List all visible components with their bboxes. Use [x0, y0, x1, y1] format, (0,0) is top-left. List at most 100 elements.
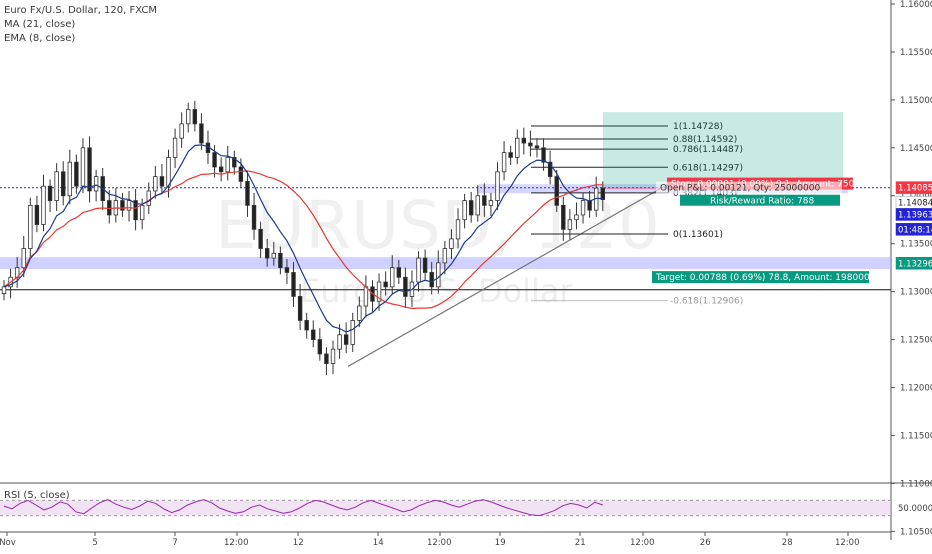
candle-body [482, 195, 487, 206]
watermark-ticker: EURUSD, 120 [215, 187, 660, 264]
rsi-axis-label: 50.0000 [898, 504, 932, 514]
legend-symbol[interactable]: Euro Fx/U.S. Dollar, 120, FXCM [4, 5, 157, 16]
candle-body [429, 272, 434, 288]
price-axis-label: 1.12000 [900, 384, 932, 394]
price-tag-bg [895, 257, 932, 270]
candle-body [475, 195, 480, 216]
candle-body [403, 276, 408, 297]
candle-body [297, 296, 303, 321]
price-axis-label: 1.15000 [900, 96, 932, 106]
price-tag-bg [895, 208, 932, 221]
candle-body [580, 200, 586, 216]
candle-body [488, 200, 494, 206]
target-zone [603, 112, 843, 188]
candle-body [422, 257, 428, 273]
candle-body [554, 176, 559, 206]
candle-body [80, 147, 86, 187]
candle-body [126, 200, 132, 211]
fib-level-label: 0.786(1.14487) [673, 145, 743, 155]
candle-body [54, 171, 59, 201]
candle-body [436, 262, 441, 288]
price-tag: 01:48:14 [898, 225, 932, 235]
time-axis-label: 21 [575, 538, 586, 548]
candle-body [508, 152, 513, 158]
legend-ema[interactable]: EMA (8, close) [4, 33, 76, 44]
candle-body [264, 248, 270, 259]
fib-level-label: 1(1.14728) [673, 122, 723, 132]
candle-body [245, 180, 250, 206]
legend-ma[interactable]: MA (21, close) [4, 19, 76, 30]
candle-body [67, 161, 72, 197]
candle-body [574, 214, 579, 221]
candle-body [376, 281, 382, 302]
candle-body [442, 248, 448, 264]
candle-body [159, 176, 165, 187]
candle-body [166, 157, 171, 187]
candle-body [199, 123, 204, 144]
candle-body [330, 348, 336, 364]
candle-body [449, 238, 454, 249]
ema-line [3, 144, 603, 333]
time-axis-label: 7 [172, 538, 177, 548]
rr-label: Risk/Reward Ratio: 788 [710, 197, 815, 207]
candle-body [363, 286, 369, 307]
time-axis-label: Nov [0, 538, 16, 548]
candle-body [218, 166, 224, 173]
price-tag: 1.13963 [898, 210, 932, 220]
price-axis-label: 1.11500 [900, 431, 932, 441]
legend-rsi[interactable]: RSI (5, close) [4, 490, 70, 501]
candle-body [416, 257, 421, 283]
candle-body [291, 272, 296, 297]
candle-body [350, 320, 355, 345]
rsi-line [3, 499, 603, 517]
fib-level-label: 0.618(1.14297) [673, 163, 743, 173]
price-axis-label: 1.10500 [900, 527, 932, 537]
candle-body [87, 147, 92, 192]
candle-body [21, 248, 26, 269]
candle-body [93, 176, 99, 192]
candle-body [324, 353, 329, 364]
candle-body [396, 267, 401, 278]
candle-body [212, 152, 217, 168]
candle-body [133, 200, 138, 221]
candle-body [278, 252, 283, 269]
price-axis-label: 1.15500 [900, 48, 932, 58]
time-axis-label: 28 [782, 538, 793, 548]
target-label: Target: 0.00788 (0.69%) 78.8, Amount: 19… [655, 273, 870, 283]
candle-body [192, 109, 198, 125]
candle-body [47, 185, 53, 201]
candle-body [34, 204, 40, 225]
trendline [347, 183, 669, 367]
rsi-band [0, 500, 891, 516]
candle-body [41, 185, 46, 225]
candle-body [61, 171, 66, 197]
candle-body [528, 142, 533, 147]
candle-body [468, 200, 474, 216]
candle-body [455, 219, 461, 240]
open-pl-label-bg [656, 181, 842, 194]
candle-body [567, 219, 573, 230]
time-axis-label: 26 [700, 538, 711, 548]
candle-body [390, 267, 395, 288]
candle-body [561, 204, 566, 230]
time-axis-label: 12:00 [835, 538, 860, 548]
candle-body [521, 137, 527, 144]
target-label-bg [652, 271, 869, 284]
price-pane [0, 0, 891, 483]
price-axis-label: 1.12500 [900, 336, 932, 346]
candle-body [343, 334, 349, 345]
time-axis-label: 5 [92, 538, 97, 548]
price-axis-label: 1.14500 [900, 144, 932, 154]
price-tag: 1.14084 [898, 198, 932, 208]
candle-body [534, 145, 540, 149]
price-tag-bg [895, 223, 932, 236]
price-tag: 1.13296 [898, 259, 932, 269]
candle-body [541, 147, 546, 163]
candle-body [311, 329, 316, 340]
fib-level-label: -0.618(1.12906) [670, 297, 743, 307]
fib-level-label: 0.382(1.1403) [673, 189, 737, 199]
price-axis-label: 1.13000 [900, 288, 932, 298]
candle-body [28, 204, 33, 249]
